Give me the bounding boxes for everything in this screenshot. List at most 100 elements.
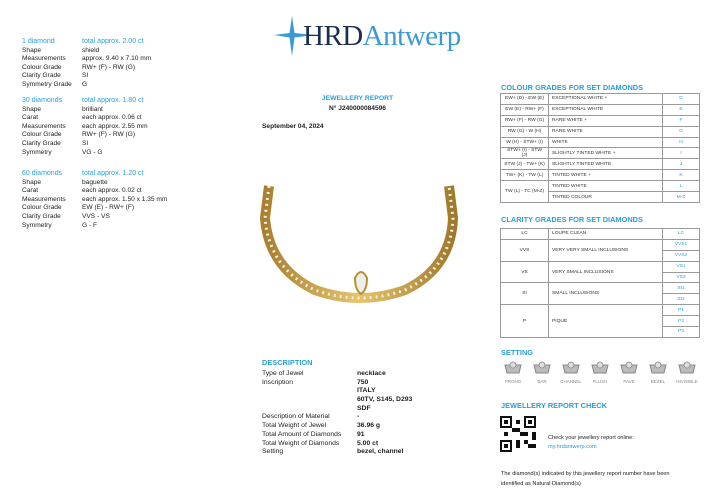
group-count: 30 diamonds xyxy=(22,97,63,104)
clarity-grade: SI2 xyxy=(662,293,700,306)
description-row: Total Weight of Jewel 36.96 g xyxy=(262,422,452,431)
property-row: Shape shield xyxy=(22,47,192,56)
property-row: Shape brilliant xyxy=(22,106,192,115)
description-label xyxy=(262,396,357,405)
description-value: - xyxy=(357,413,360,421)
description-value: ITALY xyxy=(357,387,376,395)
property-value: each approx. 2.55 mm xyxy=(82,122,148,130)
invisible-setting-icon xyxy=(678,361,696,374)
footer-line-2: identified as Natural Diamond(s) xyxy=(501,481,581,487)
logo-text: HRDAntwerp xyxy=(303,20,461,52)
colour-name: EXCEPTIONAL WHITE xyxy=(548,103,663,116)
colour-grades-table: EW+ (D) - EW (E) EXCEPTIONAL WHITE + D EW (… xyxy=(500,93,700,204)
clarity-code: VS xyxy=(500,260,549,284)
clarity-grade: LC xyxy=(662,228,700,240)
colour-grade: J xyxy=(662,158,700,171)
colour-grades-title: COLOUR GRADES FOR SET DIAMONDS xyxy=(501,83,644,92)
colour-name: TINTED COLOUR xyxy=(548,191,663,204)
pav-setting-icon xyxy=(620,361,638,374)
colour-grade-row: EW+ (D) - EW (E) EXCEPTIONAL WHITE + D xyxy=(500,93,700,105)
property-value: VG - G xyxy=(82,148,103,156)
colour-grade-row: W (H) - STW+ (I) WHITE H xyxy=(500,136,700,149)
description-value: 750 xyxy=(357,378,369,386)
colour-name: RARE WHITE + xyxy=(548,114,663,127)
colour-grade: L xyxy=(662,180,700,193)
clarity-grade: P3 xyxy=(662,326,700,338)
property-row: Measurements approx. 9.40 x 7.10 mm xyxy=(22,55,192,64)
property-label: Carat xyxy=(22,114,39,122)
description-label: Setting xyxy=(262,448,284,456)
property-value: brilliant xyxy=(82,105,103,113)
necklace-image xyxy=(259,185,459,303)
property-value: G - F xyxy=(82,221,98,229)
report-title: JEWELLERY REPORT xyxy=(321,95,394,102)
report-check-link[interactable]: my.hrdantwerp.com xyxy=(548,444,597,450)
description-value: 5.00 ct xyxy=(357,439,379,447)
property-value: shield xyxy=(82,46,100,54)
clarity-grades-title: CLARITY GRADES FOR SET DIAMONDS xyxy=(501,215,643,224)
hrd-logo: HRDAntwerp xyxy=(272,14,462,58)
colour-grade: F xyxy=(662,114,700,127)
setting-type: PRONG xyxy=(500,360,526,384)
description-row: Total Amount of Diamonds 91 xyxy=(262,431,452,440)
description-row: Description of Material - xyxy=(262,413,452,422)
clarity-grade-row: SI SMALL INCLUSIONS SI1 xyxy=(500,282,700,306)
property-label: Colour Grade xyxy=(22,63,62,71)
property-label: Carat xyxy=(22,187,39,195)
property-row: Measurements each approx. 2.55 mm xyxy=(22,123,192,132)
description-title: DESCRIPTION xyxy=(262,358,313,367)
description-label: Type of Jewel xyxy=(262,370,304,377)
colour-grade-row: TW (L) - TC (M-Z) TINTED WHITE L xyxy=(500,180,700,204)
setting-icons: PRONG BAR CHANNEL FLUSH PAVÉ BEZEL INVISIBLE xyxy=(500,360,700,384)
channel-setting-icon xyxy=(562,361,580,374)
colour-grade-row: RW (G) - W (H) RARE WHITE G xyxy=(500,125,700,138)
group-heading: 60 diamonds total approx. 1.20 ct xyxy=(22,170,192,179)
clarity-grade: VVS1 xyxy=(662,238,700,251)
report-number: N° J240000084596 xyxy=(329,105,386,112)
qr-code[interactable] xyxy=(500,416,536,452)
group-count: 1 diamond xyxy=(22,38,55,45)
description-row: Setting bezel, channel xyxy=(262,448,452,457)
diamond-group: 60 diamonds total approx. 1.20 ct Shape bag… xyxy=(22,170,192,230)
clarity-code: VVS xyxy=(500,238,549,262)
colour-name: EXCEPTIONAL WHITE + xyxy=(548,93,663,105)
setting-type: INVISIBLE xyxy=(674,360,700,384)
property-value: each approx. 0.06 ct xyxy=(82,114,142,122)
colour-name: RARE WHITE xyxy=(548,125,663,138)
property-label: Shape xyxy=(22,178,42,186)
colour-range: STW+ (I) - STW (J) xyxy=(500,147,549,160)
property-row: Colour Grade EW (E) - RW+ (F) xyxy=(22,204,192,213)
colour-grade-row: TW+ (K) - TW (L) TINTED WHITE + K xyxy=(500,169,700,182)
colour-range: TW+ (K) - TW (L) xyxy=(500,169,549,182)
colour-name: TINTED WHITE + xyxy=(548,169,663,182)
property-value: SI xyxy=(82,139,89,147)
description-label: Total Weight of Diamonds xyxy=(262,439,340,447)
property-label: Measurements xyxy=(22,55,66,63)
diamond-group: 30 diamonds total approx. 1.80 ct Shape bri… xyxy=(22,97,192,157)
colour-range: TW (L) - TC (M-Z) xyxy=(500,180,549,204)
property-value: RW+ (F) - RW (G) xyxy=(82,131,136,139)
group-total: total approx. 1.80 ct xyxy=(82,97,144,104)
clarity-code: SI xyxy=(500,282,549,306)
colour-range: EW+ (D) - EW (E) xyxy=(500,93,549,105)
property-label: Symmetry xyxy=(22,148,52,156)
clarity-grade-row: LC LOUPE CLEAN LC xyxy=(500,228,700,240)
property-label: Measurements xyxy=(22,195,66,203)
setting-type: FLUSH xyxy=(587,360,613,384)
property-label: Shape xyxy=(22,105,42,113)
clarity-grades-table: LC LOUPE CLEAN LC VVS VERY VERY SMALL INCLUS… xyxy=(500,228,700,338)
description-row: Total Weight of Diamonds 5.00 ct xyxy=(262,440,452,449)
property-value: approx. 9.40 x 7.10 mm xyxy=(82,55,152,63)
setting-label: CHANNEL xyxy=(560,379,582,384)
report-check-text: Check your jewellery report online: xyxy=(548,435,634,441)
footer-line-1: The diamond(s) indicated by this jewelle… xyxy=(501,471,670,477)
description-row: 60TV, S145, D293 xyxy=(262,396,452,405)
property-row: Carat each approx. 0.06 ct xyxy=(22,114,192,123)
property-row: Colour Grade RW+ (F) - RW (G) xyxy=(22,131,192,140)
setting-label: BEZEL xyxy=(650,379,666,384)
clarity-grade: SI1 xyxy=(662,282,700,295)
property-value: VVS - VS xyxy=(82,212,110,220)
setting-label: BAR xyxy=(537,379,547,384)
description-label xyxy=(262,387,357,396)
clarity-grade: P1 xyxy=(662,304,700,317)
